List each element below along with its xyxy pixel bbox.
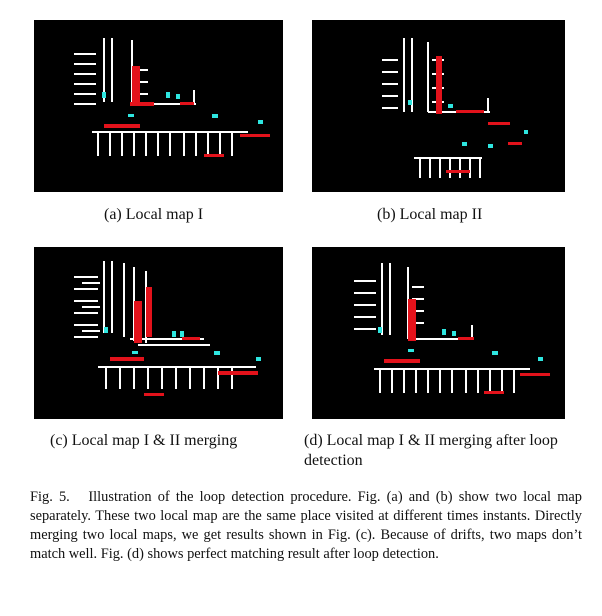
caption-subfigure-c: (c) Local map I & II merging (50, 432, 238, 449)
local-map-1-plot (74, 38, 270, 157)
caption-subfigure-d: (d) Local map I & II merging after loop … (304, 432, 558, 469)
local-map-2-image (312, 20, 565, 192)
caption-subfigure-a: (a) Local map I (104, 206, 204, 223)
figure-caption-text: Illustration of the loop detection proce… (30, 489, 583, 562)
figure-label: Fig. 5. (30, 489, 70, 505)
local-map-1-image (34, 20, 283, 192)
local-map-2-plot (382, 38, 528, 178)
caption-subfigure-b: (b) Local map II (377, 206, 483, 223)
merged-map-image (34, 247, 283, 419)
merged-map-after-loop-detection-plot (354, 263, 550, 394)
figure-caption: Fig. 5. Illustration of the loop detecti… (30, 488, 582, 564)
merged-map-plot (74, 261, 261, 396)
merged-map-after-loop-detection-image (312, 247, 565, 419)
